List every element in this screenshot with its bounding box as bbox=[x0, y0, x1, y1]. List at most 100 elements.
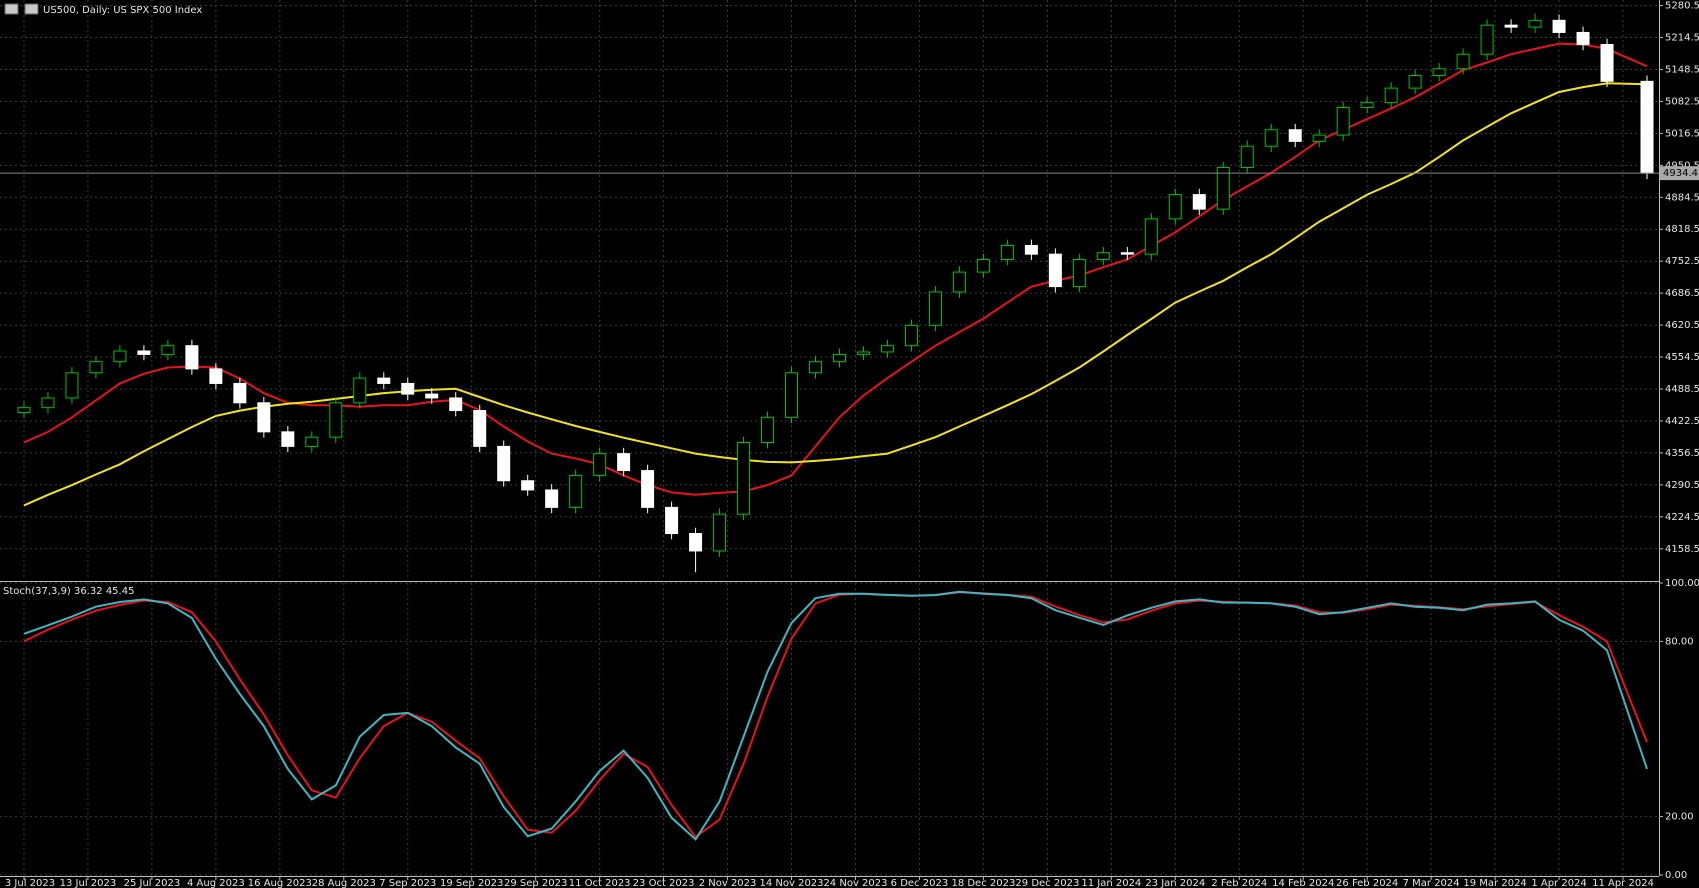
x-tick-label: 1 Apr 2024 bbox=[1531, 878, 1586, 888]
candle-body bbox=[928, 291, 942, 326]
y-tick-label: 5214.5 bbox=[1665, 33, 1699, 44]
candle-body bbox=[1120, 252, 1134, 255]
candle-body bbox=[1216, 167, 1230, 210]
candle-body bbox=[713, 513, 727, 552]
icon bbox=[4, 3, 19, 15]
candle-body bbox=[425, 393, 439, 399]
candle-body bbox=[353, 377, 367, 404]
candle-body bbox=[1024, 244, 1038, 255]
y-tick-label: 5280.5 bbox=[1665, 1, 1699, 12]
candle-body bbox=[329, 402, 343, 438]
candle-body bbox=[1192, 194, 1206, 210]
candle-body bbox=[1144, 218, 1158, 255]
y-tick-label: 4686.5 bbox=[1665, 288, 1699, 299]
candle-body bbox=[1168, 194, 1182, 220]
indicator-line bbox=[23, 590, 1648, 841]
candle-body bbox=[1600, 44, 1614, 82]
candle-body bbox=[185, 345, 199, 370]
candle-body bbox=[89, 361, 103, 374]
y-tick-label: 5082.5 bbox=[1665, 96, 1699, 107]
x-tick-label: 18 Dec 2023 bbox=[951, 878, 1015, 888]
candle-body bbox=[880, 345, 894, 353]
x-tick-label: 14 Nov 2023 bbox=[759, 878, 823, 888]
candle-body bbox=[1384, 87, 1398, 104]
x-tick-label: 13 Jul 2023 bbox=[60, 878, 117, 888]
candle-body bbox=[593, 453, 607, 476]
candle-body bbox=[1048, 253, 1062, 288]
grid bbox=[0, 0, 1659, 876]
y-tick-label: 4620.5 bbox=[1665, 320, 1699, 331]
candle-body bbox=[1480, 24, 1494, 55]
candle-body bbox=[137, 350, 151, 355]
x-tick-label: 3 Jul 2023 bbox=[5, 878, 55, 888]
candle-body bbox=[785, 372, 799, 418]
x-tick-label: 11 Oct 2023 bbox=[569, 878, 631, 888]
x-tick-label: 19 Sep 2023 bbox=[440, 878, 503, 888]
candle-body bbox=[1240, 145, 1254, 169]
moving-average bbox=[23, 82, 1648, 507]
x-tick-label: 29 Sep 2023 bbox=[504, 878, 567, 888]
candle-body bbox=[521, 480, 535, 491]
candle-body bbox=[545, 489, 559, 508]
x-tick-label: 7 Mar 2024 bbox=[1403, 878, 1460, 888]
x-tick-label: 7 Sep 2023 bbox=[379, 878, 436, 888]
candle-body bbox=[641, 470, 655, 508]
x-tick-label: 2 Nov 2023 bbox=[699, 878, 757, 888]
y-tick-label: 4488.5 bbox=[1665, 384, 1699, 395]
indicator-title: Stoch(37,3,9) 36.32 45.45 bbox=[3, 586, 134, 597]
candle-body bbox=[1000, 244, 1014, 260]
x-tick-label: 23 Oct 2023 bbox=[633, 878, 695, 888]
candle-body bbox=[65, 372, 79, 399]
candle-body bbox=[1640, 80, 1654, 174]
candle-body bbox=[1288, 129, 1302, 142]
candle-body bbox=[1264, 129, 1278, 147]
last-price-box bbox=[1660, 166, 1699, 181]
x-tick-label: 26 Feb 2024 bbox=[1336, 878, 1398, 888]
y-tick-label: 5148.5 bbox=[1665, 64, 1699, 75]
x-tick-label: 24 Nov 2023 bbox=[823, 878, 887, 888]
candle-body bbox=[401, 382, 415, 395]
candle-body bbox=[473, 410, 487, 447]
x-tick-label: 6 Dec 2023 bbox=[891, 878, 949, 888]
y-tick-label: 20.00 bbox=[1665, 812, 1694, 823]
x-tick-label: 14 Feb 2024 bbox=[1272, 878, 1334, 888]
y-tick-label: 4950.5 bbox=[1665, 160, 1699, 171]
candle-body bbox=[856, 351, 870, 355]
candle-body bbox=[617, 453, 631, 472]
candle-body bbox=[305, 436, 319, 447]
candle-body bbox=[1456, 53, 1470, 70]
candle-body bbox=[113, 350, 127, 363]
candle-body bbox=[1312, 134, 1326, 142]
candle-body bbox=[832, 353, 846, 363]
x-tick-label: 2 Feb 2024 bbox=[1211, 878, 1267, 888]
y-tick-label: 0.00 bbox=[1665, 870, 1687, 881]
x-tick-label: 29 Dec 2023 bbox=[1015, 878, 1079, 888]
candle-body bbox=[1552, 19, 1566, 33]
candle-body bbox=[569, 474, 583, 508]
candle-body bbox=[497, 445, 511, 482]
plot bbox=[0, 13, 1659, 841]
icon bbox=[24, 3, 39, 15]
y-tick-label: 80.00 bbox=[1665, 636, 1694, 647]
candle-body bbox=[976, 258, 990, 273]
y-tick-label: 4752.5 bbox=[1665, 256, 1699, 267]
candle-body bbox=[665, 506, 679, 535]
candle-body bbox=[1528, 19, 1542, 28]
candle-body bbox=[809, 361, 823, 374]
y-tick-label: 5016.5 bbox=[1665, 128, 1699, 139]
candle-body bbox=[1096, 252, 1110, 260]
chart-title: US500, Daily: US SPX 500 Index bbox=[43, 5, 202, 16]
candle-body bbox=[761, 416, 775, 444]
y-tick-label: 4818.5 bbox=[1665, 224, 1699, 235]
candle-body bbox=[161, 345, 175, 355]
x-tick-label: 4 Aug 2023 bbox=[187, 878, 245, 888]
y-tick-label: 4884.5 bbox=[1665, 192, 1699, 203]
x-tick-label: 28 Aug 2023 bbox=[312, 878, 376, 888]
y-tick-label: 4290.5 bbox=[1665, 480, 1699, 491]
candle-body bbox=[1072, 258, 1086, 288]
candle-body bbox=[904, 324, 918, 347]
candle-body bbox=[1504, 24, 1518, 28]
y-tick-label: 4224.5 bbox=[1665, 512, 1699, 523]
y-tick-label: 4554.5 bbox=[1665, 352, 1699, 363]
